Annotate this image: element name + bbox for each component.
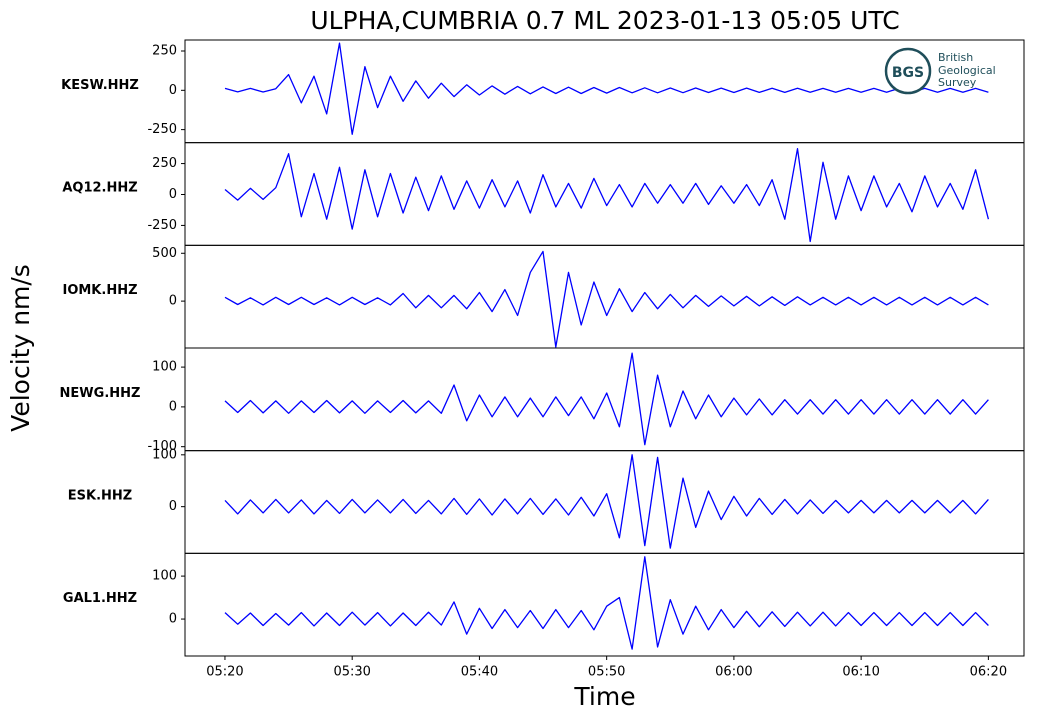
trace (224, 556, 989, 650)
logo: BGS British Geological Survey (884, 47, 996, 95)
trace (224, 352, 989, 446)
y-tick-label: 0 (169, 294, 177, 309)
y-tick-label: 100 (152, 360, 177, 375)
station-label: NEWG.HHZ (60, 386, 141, 401)
station-label: KESW.HHZ (61, 78, 139, 93)
chart-title: ULPHA,CUMBRIA 0.7 ML 2023-01-13 05:05 UT… (310, 6, 899, 35)
logo-text: Geological (938, 64, 996, 77)
trace (224, 42, 989, 135)
panel-frame (184, 347, 1025, 452)
trace (224, 148, 990, 243)
x-axis-label: Time (573, 682, 635, 711)
panel-frame (184, 450, 1025, 554)
logo-text: Survey (938, 76, 977, 89)
y-tick-label: 0 (169, 612, 177, 627)
logo-ring (884, 47, 932, 95)
y-tick-label: 0 (169, 399, 177, 414)
y-tick-label: 0 (169, 499, 177, 514)
y-tick-label: 500 (152, 246, 177, 261)
trace (224, 454, 989, 549)
y-tick-label: -250 (147, 122, 177, 137)
y-tick-label: 250 (152, 44, 177, 59)
panel-frame (184, 244, 1025, 349)
x-tick-label: 06:10 (842, 665, 879, 680)
y-tick-label: 0 (169, 83, 177, 98)
x-tick-label: 05:40 (461, 665, 498, 680)
x-tick-label: 06:00 (715, 665, 752, 680)
x-tick-label: 06:20 (970, 665, 1007, 680)
logo-mark: BGS (892, 65, 924, 81)
y-tick-label: 250 (152, 156, 177, 171)
station-label: IOMK.HHZ (62, 283, 137, 298)
x-tick-label: 05:50 (588, 665, 625, 680)
station-label: GAL1.HHZ (63, 591, 137, 606)
x-tick-label: 05:20 (206, 665, 243, 680)
station-label: ESK.HHZ (68, 489, 132, 504)
station-label: AQ12.HHZ (62, 181, 137, 196)
y-tick-label: 0 (169, 187, 177, 202)
y-tick-label: -250 (147, 218, 177, 233)
y-tick-label: 100 (152, 447, 177, 462)
x-tick-label: 05:30 (333, 665, 370, 680)
trace (224, 250, 989, 348)
y-axis-label: Velocity nm/s (6, 264, 35, 432)
panel-frame (184, 552, 1025, 657)
y-tick-label: -100 (147, 439, 177, 454)
panel-frame (184, 142, 1025, 246)
y-tick-label: 100 (152, 569, 177, 584)
logo-text: British (938, 51, 973, 64)
